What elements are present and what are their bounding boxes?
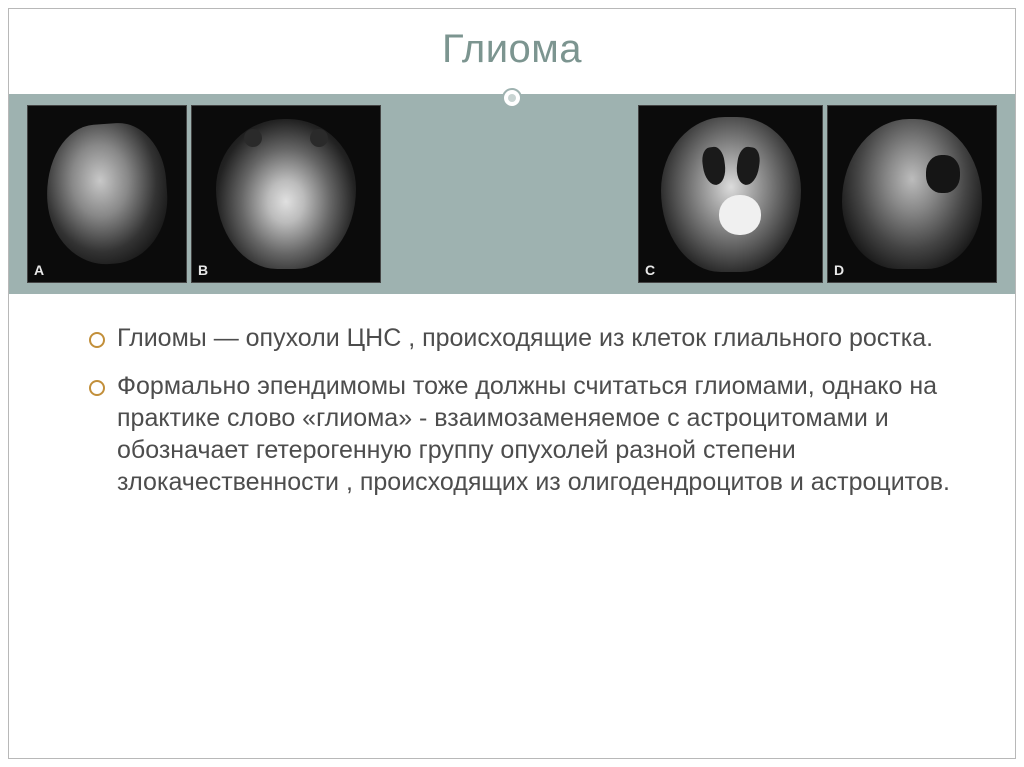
- slide-frame: Глиома A B C: [8, 8, 1016, 759]
- image-tag-b: B: [198, 262, 208, 278]
- tumor-highlight: [719, 195, 761, 235]
- slide-title: Глиома: [9, 27, 1015, 72]
- image-tag-c: C: [645, 262, 655, 278]
- image-tag-a: A: [34, 262, 44, 278]
- content-area: Глиомы — опухоли ЦНС , происходящие из к…: [9, 294, 1015, 534]
- brain-axial-tumor-shape: [661, 117, 801, 272]
- mri-axial-tumor: C: [638, 105, 823, 283]
- cyst-dark: [926, 155, 960, 193]
- title-area: Глиома: [9, 9, 1015, 84]
- image-tag-d: D: [834, 262, 844, 278]
- mri-sagittal: A: [27, 105, 187, 283]
- image-band: A B C D: [9, 94, 1015, 294]
- bullet-item: Глиомы — опухоли ЦНС , происходящие из к…: [89, 322, 955, 354]
- title-decor-circle: [502, 88, 522, 108]
- bullet-list: Глиомы — опухоли ЦНС , происходящие из к…: [89, 322, 955, 498]
- image-pair-left: A B: [27, 105, 381, 283]
- brain-sagittal-shape: [42, 120, 171, 268]
- mri-axial: B: [191, 105, 381, 283]
- bullet-item: Формально эпендимомы тоже должны считать…: [89, 370, 955, 498]
- mri-coronal: D: [827, 105, 997, 283]
- ventricle-left: [700, 145, 727, 186]
- brain-coronal-shape: [842, 119, 982, 269]
- ventricle-right: [734, 145, 761, 186]
- brain-axial-shape: [216, 119, 356, 269]
- image-pair-right: C D: [638, 105, 997, 283]
